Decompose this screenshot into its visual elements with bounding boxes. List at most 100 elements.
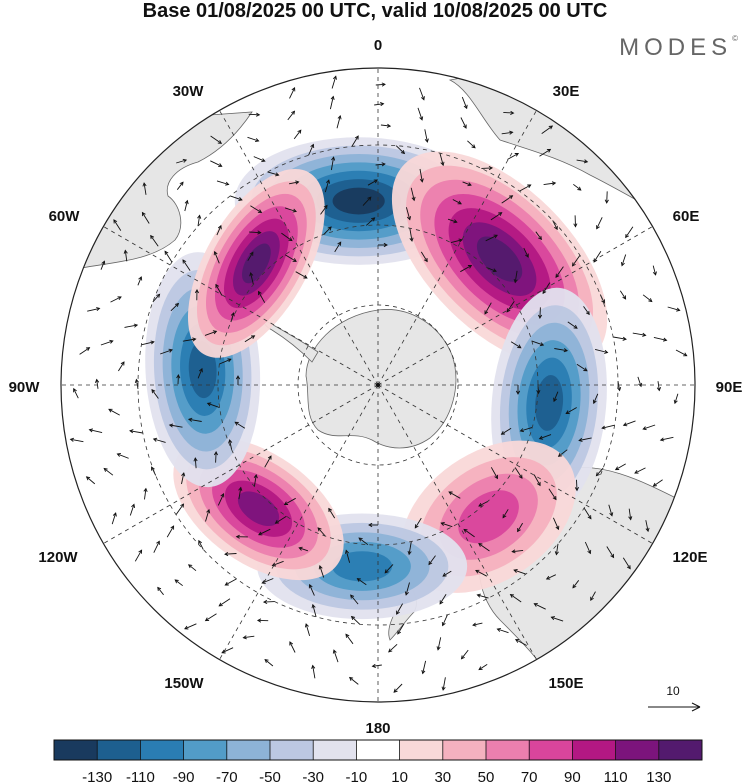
- wind-vector-head: [585, 310, 590, 316]
- wind-vector: [169, 424, 183, 428]
- wind-vector-head: [517, 344, 522, 349]
- wind-vector: [210, 160, 222, 167]
- wind-vector-head: [397, 630, 402, 635]
- wind-vector: [653, 479, 663, 487]
- wind-vector-head: [354, 135, 359, 140]
- colorbar-swatch: [97, 740, 141, 760]
- wind-vector: [305, 623, 311, 637]
- wind-vector-head: [317, 527, 322, 532]
- wind-vector: [615, 463, 626, 470]
- wind-vector: [531, 340, 544, 346]
- wind-vector-head: [645, 527, 650, 533]
- label-90w: 90W: [9, 379, 41, 396]
- wind-vector: [358, 537, 369, 546]
- wind-vector: [546, 574, 556, 580]
- wind-vector-head: [184, 199, 189, 205]
- wind-vector-head: [367, 196, 372, 201]
- colorbar-tick-label: -70: [216, 769, 238, 783]
- wind-vector: [117, 453, 129, 459]
- wind-vector-head: [596, 225, 600, 230]
- wind-vector-head: [275, 172, 280, 177]
- wind-vector: [645, 520, 649, 532]
- wind-vector: [250, 272, 254, 285]
- wind-vector-head: [441, 621, 446, 627]
- wind-vector-head: [310, 143, 315, 149]
- wind-vector: [264, 659, 274, 667]
- wind-vector-head: [345, 633, 350, 638]
- wind-vector-head: [683, 352, 688, 357]
- wind-vector: [507, 153, 519, 160]
- wind-vector: [552, 220, 558, 230]
- wind-vector: [490, 212, 502, 221]
- wind-vector: [317, 527, 326, 537]
- wind-vector: [137, 276, 142, 286]
- wind-vector: [653, 336, 667, 341]
- wind-vector: [481, 167, 493, 169]
- wind-vector: [299, 547, 309, 552]
- wind-vector: [308, 144, 314, 156]
- wind-vector: [460, 117, 467, 129]
- wind-vector-head: [565, 410, 570, 414]
- wind-vector: [267, 171, 279, 176]
- wind-vector: [150, 235, 159, 247]
- wind-vector-head: [151, 466, 155, 471]
- wind-vector: [275, 515, 287, 524]
- wind-vector: [484, 302, 492, 315]
- wind-vector: [552, 517, 559, 530]
- wind-vector-head: [295, 180, 300, 185]
- colorbar-swatch: [442, 740, 487, 760]
- positive-anomaly: [187, 168, 325, 358]
- wind-vector: [517, 522, 523, 532]
- wind-vector-head: [96, 307, 101, 312]
- colorbar-swatch: [270, 740, 314, 760]
- wind-vector-head: [662, 337, 668, 342]
- anomaly-contour: [458, 490, 519, 544]
- wind-vector-head: [536, 481, 541, 487]
- wind-vector-head: [393, 688, 398, 693]
- wind-vector-head: [509, 593, 515, 598]
- wind-vector-head: [187, 417, 193, 422]
- wind-vector-head: [323, 204, 328, 209]
- wind-vector: [594, 348, 608, 353]
- wind-vector: [243, 635, 255, 639]
- label-60w: 60W: [49, 208, 81, 225]
- wind-vector-head: [332, 75, 337, 80]
- wind-vector: [520, 426, 533, 432]
- wind-vector-head: [484, 310, 489, 315]
- wind-vector-head: [292, 258, 297, 262]
- wind-vector: [596, 467, 604, 476]
- wind-vector: [331, 76, 337, 89]
- anomaly-contour: [535, 375, 564, 431]
- wind-vector: [541, 125, 553, 134]
- wind-vector-head: [421, 96, 425, 101]
- wind-vector-head: [257, 230, 262, 235]
- label-150w: 150W: [164, 675, 204, 692]
- wind-vector: [176, 181, 184, 190]
- chart-title: Base 01/08/2025 00 UTC, valid 10/08/2025…: [142, 0, 608, 22]
- wind-vector-head: [609, 512, 614, 517]
- wind-vector-head: [460, 655, 465, 660]
- wind-vector-head: [406, 216, 412, 221]
- wind-vector: [345, 550, 351, 563]
- wind-vector: [79, 347, 90, 355]
- wind-vector-head: [261, 580, 266, 584]
- wind-vector: [576, 363, 588, 372]
- wind-vector-head: [467, 182, 472, 187]
- brand-text: MODES: [619, 34, 733, 61]
- wind-vector-head: [572, 584, 577, 589]
- wind-vector: [362, 196, 372, 206]
- wind-vector-head: [298, 546, 303, 551]
- wind-vector-head: [386, 123, 392, 128]
- wind-vector: [345, 634, 354, 645]
- wind-vector-head: [332, 649, 337, 654]
- wind-vector-head: [552, 495, 557, 501]
- wind-vector: [258, 528, 271, 536]
- wind-vector: [514, 270, 518, 283]
- wind-vector: [380, 124, 391, 127]
- wind-vector: [134, 549, 142, 562]
- wind-vector-head: [120, 361, 125, 366]
- wind-vector-head: [224, 552, 229, 557]
- wind-vector-head: [625, 233, 629, 239]
- wind-vector: [533, 474, 541, 486]
- wind-vector-head: [156, 293, 161, 298]
